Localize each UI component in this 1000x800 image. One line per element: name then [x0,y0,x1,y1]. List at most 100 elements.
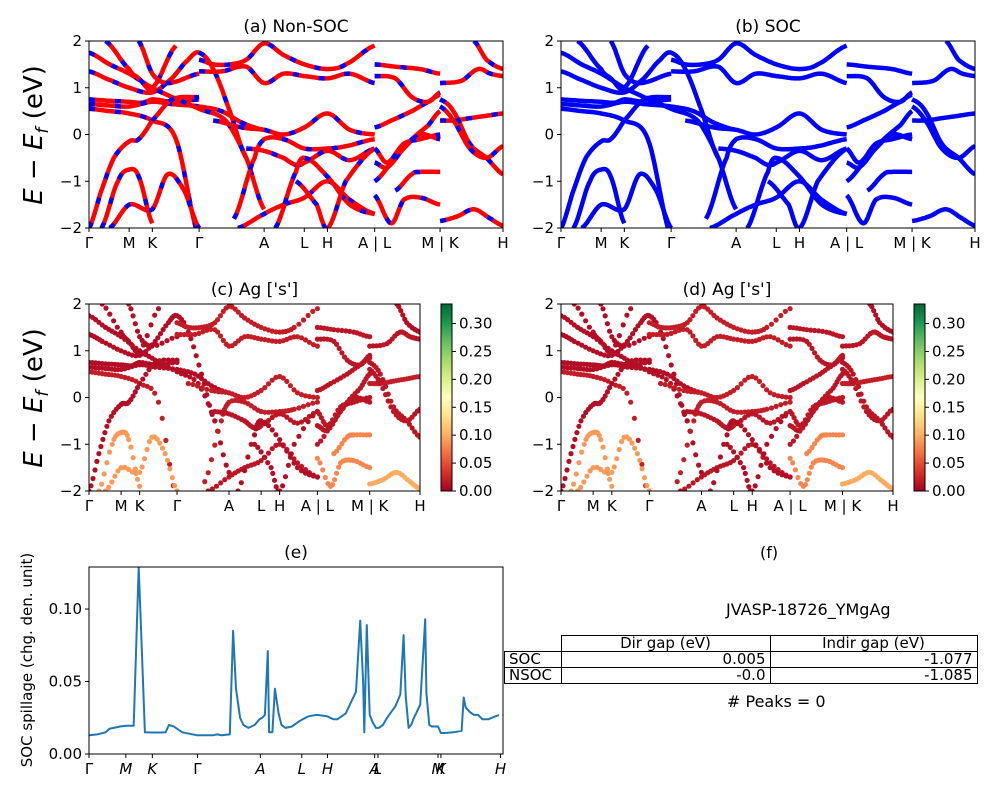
band-line [99,166,155,228]
band-point [714,468,720,474]
band-point [172,483,178,489]
band-point [269,414,275,421]
band-point [212,418,218,424]
band-point [212,442,218,448]
band-point [305,312,311,319]
band-point [580,413,587,419]
band-point [628,306,634,312]
band-point [296,433,302,439]
band-point [195,383,201,389]
band-point [302,337,309,343]
band-point [737,460,743,466]
band-point [778,419,784,425]
band-point [284,448,290,454]
axes-frame-e [88,566,504,755]
material-id: JVASP-18726_YMgAg [726,600,891,619]
band-point [618,367,624,373]
band-point [782,308,789,314]
band-point [128,444,134,450]
band-point [576,423,582,429]
x-tick-label: M [587,497,600,515]
band-point [196,330,202,336]
band-point [686,483,692,489]
band-point [628,399,634,405]
band-point [806,470,812,476]
band-point [208,457,215,463]
colorbar-tick-label: 0.20 [932,370,965,388]
x-tick-label: K [436,760,447,778]
band-point [106,418,112,424]
band-point [367,399,373,405]
band-line [294,146,376,228]
band-point [812,350,818,356]
band-point [235,488,241,491]
band-point [626,436,633,442]
band-point [310,308,316,314]
band-point [284,378,290,384]
band-point [284,414,290,420]
band-point [220,337,226,343]
band-point [869,304,875,310]
band-point [742,414,748,421]
band-point [561,483,566,489]
band-point [169,475,175,481]
band-point [749,488,755,491]
band-point [170,357,176,363]
spillage-line [89,567,500,737]
y-tick-label: 0.05 [49,673,82,691]
band-line [561,99,737,133]
band-point [630,331,636,337]
band-point [280,483,286,489]
band-point [687,317,693,323]
band-line-dash [89,99,265,133]
gap-table: Dir gap (eV) Indir gap (eV) SOC 0.005 -1… [504,635,978,684]
y-tick-label: 1 [544,79,554,97]
band-point [693,452,699,458]
y-tick-label: 2 [72,295,82,313]
band-line [670,64,848,86]
band-point [165,364,171,370]
band-point [639,461,645,467]
band-point [367,352,373,358]
band-point [839,352,846,358]
band-point [130,455,136,461]
band-point [690,333,696,339]
band-point [144,333,150,339]
colorbar-tick-label: 0.30 [459,315,492,333]
band-point [161,362,167,368]
x-tick-label: K [147,234,158,252]
band-point [871,308,877,314]
x-tick-label: M [115,497,128,515]
band-point [787,455,793,461]
band-point [768,321,775,327]
band-point [128,306,134,312]
band-point [209,486,215,491]
band-point [850,380,856,387]
colorbar-tick-label: 0.15 [932,398,965,416]
band-point [291,406,297,412]
band-point [674,479,680,485]
band-point [155,335,161,341]
band-point [620,385,626,391]
band-point [779,472,785,478]
band-point [684,418,690,424]
band-point [812,441,818,447]
y-tick-label: 2 [544,32,554,50]
band-point [310,342,316,348]
colorbar [913,303,926,492]
band-point [302,393,309,399]
band-point [134,328,141,334]
band-point [756,448,763,454]
band-point [375,376,381,383]
band-point [242,468,248,474]
band-point [734,419,741,425]
band-point [578,484,584,490]
band-point [330,482,336,488]
band-point [839,465,846,471]
band-point [620,322,626,328]
band-line [709,179,848,228]
band-point [298,392,305,398]
band-line [703,135,848,220]
band-point [218,480,224,486]
